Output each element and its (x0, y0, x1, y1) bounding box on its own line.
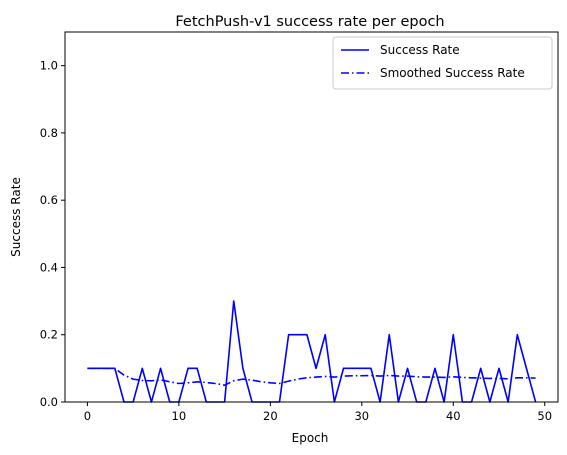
legend: Success Rate Smoothed Success Rate (332, 36, 553, 90)
x-tick-label: 20 (263, 409, 278, 423)
y-tick-label: 0.6 (40, 193, 58, 207)
legend-box (332, 36, 553, 90)
x-tick-label: 40 (446, 409, 461, 423)
y-tick-label: 0.0 (40, 395, 58, 409)
y-tick-label: 0.4 (40, 260, 58, 274)
y-axis: 0.0 0.2 0.4 0.6 0.8 1.0 (40, 59, 65, 409)
x-tick-label: 10 (172, 409, 187, 423)
x-tick-label: 0 (84, 409, 91, 423)
legend-label-smoothed-success-rate: Smoothed Success Rate (380, 66, 525, 80)
y-tick-label: 1.0 (40, 59, 58, 73)
plot-frame (64, 31, 559, 403)
x-axis: 0 10 20 30 40 50 (84, 402, 552, 423)
x-axis-label: Epoch (292, 431, 329, 445)
series-line-success-rate (87, 300, 537, 403)
chart-title: FetchPush-v1 success rate per epoch (175, 14, 444, 30)
series-line-smoothed-success-rate (87, 367, 536, 386)
chart-marks (87, 300, 537, 403)
x-tick-label: 30 (354, 409, 369, 423)
x-tick-label: 50 (537, 409, 552, 423)
y-tick-label: 0.2 (40, 328, 58, 342)
y-tick-label: 0.8 (40, 126, 58, 140)
y-axis-label: Success Rate (9, 177, 23, 257)
legend-label-success-rate: Success Rate (380, 43, 460, 57)
